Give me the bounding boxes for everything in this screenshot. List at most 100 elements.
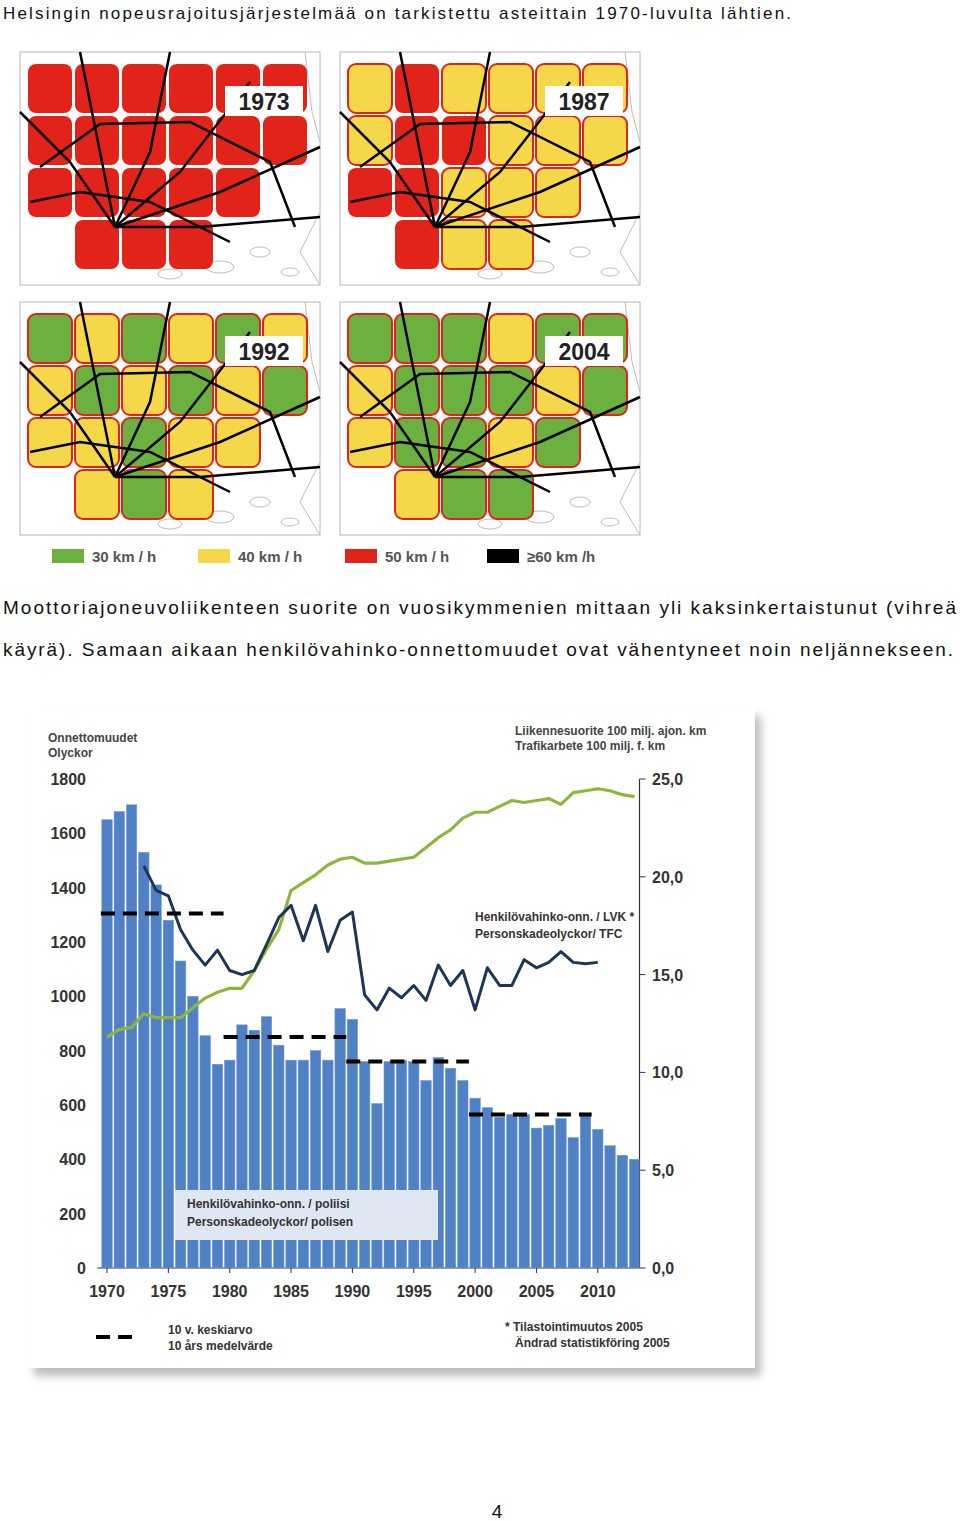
x-tick bbox=[475, 1268, 476, 1273]
road bbox=[435, 467, 640, 477]
y2-tick-label: 25,0 bbox=[652, 771, 683, 788]
y2-tick-label: 20,0 bbox=[652, 869, 683, 886]
district bbox=[263, 116, 307, 165]
district bbox=[536, 366, 580, 415]
road bbox=[115, 217, 320, 227]
y-tick-label: 1400 bbox=[50, 880, 86, 897]
district bbox=[216, 366, 260, 415]
y2-tick bbox=[640, 974, 646, 975]
district bbox=[75, 64, 119, 113]
bar bbox=[114, 812, 124, 1268]
x-tick bbox=[291, 1268, 292, 1273]
year-label-bg bbox=[225, 336, 303, 366]
district bbox=[28, 418, 72, 467]
y2-tick-label: 5,0 bbox=[652, 1162, 674, 1179]
district bbox=[216, 116, 260, 165]
district bbox=[395, 470, 439, 519]
bar bbox=[102, 820, 112, 1268]
y2-tick bbox=[640, 779, 646, 780]
district bbox=[395, 64, 439, 113]
bar bbox=[482, 1108, 492, 1268]
series-label: Henkilövahinko-onn. / LVK * bbox=[475, 910, 634, 924]
road bbox=[340, 112, 435, 227]
bar bbox=[445, 1068, 455, 1268]
island bbox=[570, 497, 590, 507]
year-label-bg bbox=[545, 336, 623, 366]
map: 1992 bbox=[20, 302, 320, 535]
paragraph-line: Moottoriajoneuvoliikenteen suorite on vu… bbox=[3, 597, 956, 618]
series-label: Personskadeolyckor/ TFC bbox=[475, 927, 623, 941]
district bbox=[442, 168, 486, 217]
road bbox=[30, 442, 230, 492]
y2-tick bbox=[640, 876, 646, 877]
district bbox=[583, 366, 627, 415]
legend-label: 50 km / h bbox=[385, 548, 449, 565]
legend-box bbox=[175, 1190, 438, 1240]
legend-swatch bbox=[345, 549, 377, 563]
average-line bbox=[101, 911, 224, 915]
district bbox=[395, 220, 439, 269]
island bbox=[601, 268, 619, 276]
island bbox=[281, 268, 299, 276]
road bbox=[435, 217, 640, 227]
road bbox=[80, 302, 115, 477]
district bbox=[536, 418, 580, 467]
average-legend-swatch bbox=[96, 1335, 140, 1339]
bar bbox=[126, 805, 136, 1268]
y-tick-label: 1200 bbox=[50, 934, 86, 951]
island bbox=[601, 518, 619, 526]
island bbox=[281, 518, 299, 526]
y-tick-label: 0 bbox=[77, 1260, 86, 1277]
map: 1987 bbox=[340, 52, 640, 285]
legend-label: 40 km / h bbox=[238, 548, 302, 565]
map-year: 1973 bbox=[238, 89, 289, 115]
legend-swatch bbox=[487, 549, 519, 563]
island bbox=[250, 247, 270, 257]
district bbox=[28, 314, 72, 363]
island bbox=[570, 247, 590, 257]
district bbox=[75, 314, 119, 363]
y2-tick-label: 10,0 bbox=[652, 1064, 683, 1081]
bar bbox=[531, 1128, 541, 1268]
map-frame bbox=[20, 302, 320, 535]
legend-label: ≥60 km /h bbox=[527, 548, 595, 565]
y-tick-label: 1600 bbox=[50, 825, 86, 842]
bar bbox=[605, 1146, 615, 1268]
chart-frame bbox=[28, 708, 755, 1368]
bar bbox=[163, 920, 173, 1268]
map-frame bbox=[340, 302, 640, 535]
axis-title: Liikennesuorite 100 milj. ajon. km bbox=[515, 724, 706, 738]
y2-tick bbox=[640, 1170, 646, 1171]
y2-tick-label: 0,0 bbox=[652, 1260, 674, 1277]
x-tick bbox=[352, 1268, 353, 1273]
road bbox=[400, 52, 435, 227]
district bbox=[28, 168, 72, 217]
district bbox=[348, 168, 392, 217]
district bbox=[75, 220, 119, 269]
x-tick-label: 1980 bbox=[212, 1283, 248, 1300]
bar bbox=[151, 885, 161, 1268]
page-number: 4 bbox=[492, 1501, 503, 1521]
bar bbox=[629, 1159, 639, 1268]
map-year: 1987 bbox=[558, 89, 609, 115]
bar bbox=[544, 1125, 554, 1268]
x-tick-label: 2005 bbox=[519, 1283, 555, 1300]
bar bbox=[507, 1115, 517, 1268]
y-tick-label: 200 bbox=[59, 1206, 86, 1223]
bar bbox=[593, 1129, 603, 1268]
x-tick-label: 1970 bbox=[89, 1283, 125, 1300]
x-tick bbox=[107, 1268, 108, 1273]
average-line bbox=[469, 1113, 592, 1117]
axis-title: Trafikarbete 100 milj. f. km bbox=[515, 739, 665, 753]
road bbox=[400, 302, 435, 477]
year-label-bg bbox=[225, 86, 303, 116]
island bbox=[250, 497, 270, 507]
y-tick-label: 600 bbox=[59, 1097, 86, 1114]
x-tick-label: 1985 bbox=[273, 1283, 309, 1300]
district bbox=[28, 64, 72, 113]
district bbox=[122, 168, 166, 217]
district bbox=[489, 314, 533, 363]
road bbox=[20, 362, 115, 477]
bar bbox=[568, 1138, 578, 1268]
axis-title: Onnettomuudet bbox=[48, 731, 137, 745]
